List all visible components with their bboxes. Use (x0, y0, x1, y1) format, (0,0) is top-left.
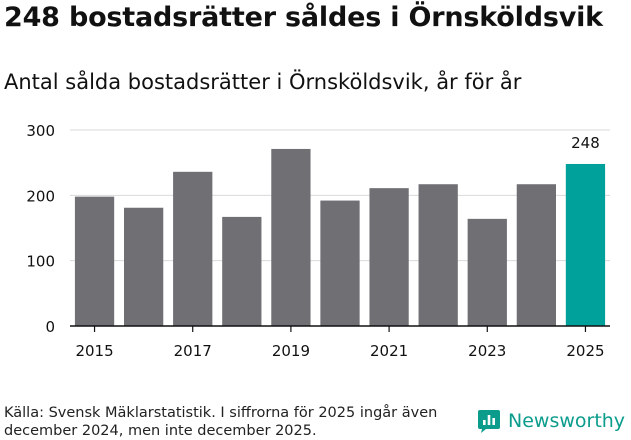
bar-2017 (173, 171, 213, 326)
bar-2023 (467, 218, 507, 326)
brand-name: Newsworthy (508, 410, 626, 432)
bar-2024 (516, 184, 556, 326)
x-tick-label: 2017 (174, 342, 212, 360)
x-tick-label: 2025 (566, 342, 604, 360)
bar-2018 (222, 216, 262, 326)
x-tick-label: 2021 (370, 342, 408, 360)
newsworthy-logo-icon (478, 410, 500, 433)
y-tick-label: 100 (26, 253, 55, 271)
chart-title: 248 bostadsrätter såldes i Örnsköldsvik (4, 2, 603, 33)
source-note: Källa: Svensk Mäklarstatistik. I siffror… (4, 405, 438, 439)
x-tick-label: 2015 (75, 342, 113, 360)
y-tick-label: 300 (26, 122, 55, 140)
bar-2021 (369, 188, 409, 326)
bar-2025 (565, 163, 606, 326)
bar-2015 (74, 196, 115, 326)
bar-2020 (320, 200, 360, 326)
bar-2019 (271, 148, 311, 326)
x-tick-label: 2023 (468, 342, 506, 360)
bar-2016 (124, 207, 164, 326)
brand-logo: Newsworthy (476, 408, 625, 434)
data-label: 248 (571, 134, 600, 152)
y-tick-label: 200 (26, 187, 55, 205)
bar-2022 (418, 184, 458, 326)
chart-subtitle: Antal sålda bostadsrätter i Örnsköldsvik… (4, 70, 522, 94)
x-tick-label: 2019 (272, 342, 310, 360)
bar-chart: 0 100 200 300 2015 2017 2019 2021 2023 2025 248 (26, 122, 610, 360)
y-tick-label: 0 (45, 318, 55, 336)
